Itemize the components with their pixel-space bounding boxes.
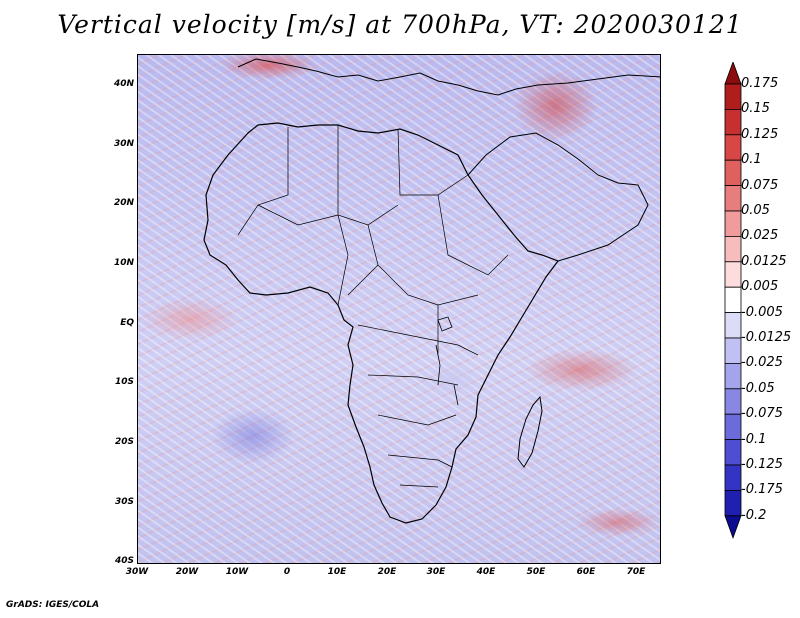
lat-label-10s: 10S	[114, 377, 134, 387]
colorbar-segment	[724, 185, 742, 212]
madagascar-coastline	[517, 395, 543, 468]
lat-label-40s: 40S	[114, 556, 134, 566]
lon-label-10w: 10W	[225, 567, 249, 577]
lon-label-0: 0	[283, 567, 291, 577]
colorbar-segment	[724, 388, 742, 415]
colorbar-segment	[724, 83, 742, 110]
lon-label-70e: 70E	[626, 567, 646, 577]
colorbar-label: -0.075	[741, 406, 783, 422]
colorbar-segment	[724, 235, 742, 263]
colorbar-label: 0.025	[741, 228, 779, 244]
colorbar-label: 0.0125	[741, 253, 787, 269]
colorbar-label: 0.15	[741, 101, 770, 117]
lon-label-40e: 40E	[476, 567, 496, 577]
map-panel	[137, 54, 661, 564]
colorbar-label: -0.2	[741, 507, 767, 523]
colorbar-segment	[724, 210, 742, 237]
colorbar-label: -0.05	[741, 380, 775, 396]
colorbar-label: -0.1	[741, 431, 767, 447]
lat-label-20n: 20N	[113, 198, 134, 208]
colorbar-label: -0.175	[741, 482, 783, 498]
lake-victoria	[437, 316, 453, 332]
lon-label-10e: 10E	[327, 567, 347, 577]
colorbar-segment	[724, 312, 742, 339]
colorbar-label: -0.125	[741, 457, 783, 472]
colorbar-segment	[724, 489, 742, 517]
lake-tanganyika	[435, 344, 441, 386]
colorbar	[724, 62, 742, 539]
lat-label-20s: 20S	[114, 437, 134, 447]
lon-label-30e: 30E	[426, 567, 446, 577]
lon-label-20e: 20E	[377, 567, 397, 577]
colorbar-label: 0.1	[741, 152, 762, 168]
colorbar-segment	[724, 286, 742, 313]
arabia-coastline	[467, 132, 649, 262]
europe-coastline	[237, 58, 660, 96]
colorbar-segment	[724, 413, 742, 441]
chart-title: Vertical velocity [m/s] at 700hPa, VT: 2…	[57, 10, 743, 39]
colorbar-label: -0.0125	[741, 330, 792, 345]
colorbar-segment	[724, 337, 742, 364]
colorbar-label: -0.025	[741, 355, 783, 371]
colorbar-cap-top	[724, 62, 742, 85]
footer-credit: GrADS: IGES/COLA	[6, 600, 100, 610]
country-borders	[237, 125, 509, 488]
colorbar-segment	[724, 362, 742, 390]
colorbar-label: 0.005	[741, 279, 779, 295]
colorbar-segment	[724, 464, 742, 491]
colorbar-segment	[724, 134, 742, 161]
colorbar-segment	[724, 261, 742, 288]
colorbar-label: 0.075	[741, 177, 779, 193]
colorbar-label: 0.175	[741, 76, 779, 91]
lon-label-20w: 20W	[175, 567, 199, 577]
lat-label-30n: 30N	[113, 139, 134, 149]
colorbar-label: -0.005	[741, 304, 783, 320]
lat-label-10n: 10N	[113, 258, 134, 268]
lat-label-30s: 30S	[114, 497, 134, 507]
lon-label-30w: 30W	[125, 567, 149, 577]
colorbar-segment	[724, 109, 742, 136]
colorbar-label: 0.125	[741, 126, 779, 142]
lat-label-eq: EQ	[120, 318, 134, 328]
africa-coastline	[203, 122, 559, 524]
colorbar-segment	[724, 439, 742, 466]
colorbar-label: 0.05	[741, 203, 770, 218]
lat-label-40n: 40N	[113, 79, 134, 89]
lake-malawi	[453, 384, 459, 406]
colorbar-segment	[724, 159, 742, 186]
coastline-overlay	[203, 58, 660, 524]
lon-label-60e: 60E	[576, 567, 596, 577]
lon-label-50e: 50E	[526, 567, 546, 577]
colorbar-cap-bottom	[724, 515, 742, 539]
